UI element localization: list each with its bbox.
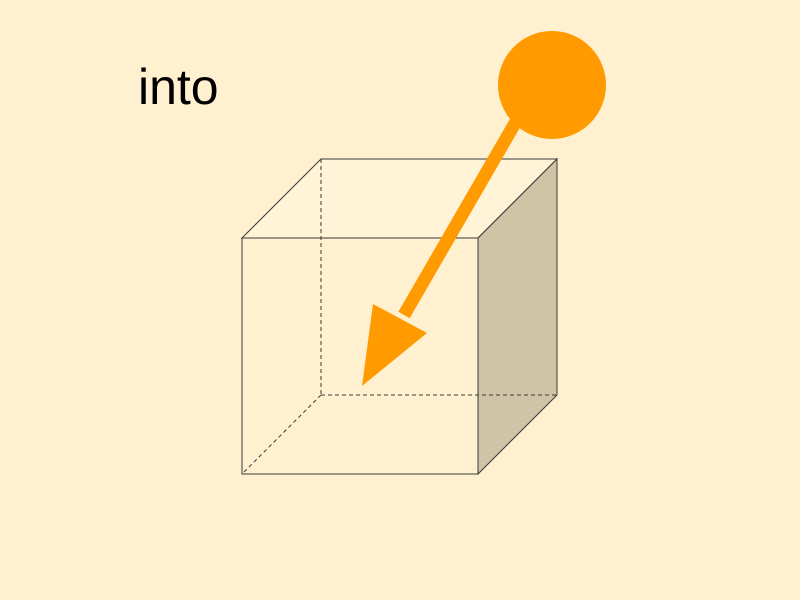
- cube-front-face: [241, 237, 479, 475]
- arrow-head-icon: [362, 304, 427, 386]
- arrow-shaft: [398, 114, 524, 319]
- preposition-word: into: [138, 59, 219, 115]
- movement-arrow: [362, 114, 524, 386]
- orange-ball: [498, 31, 606, 139]
- cube-hidden-edge-diagonal: [241, 394, 322, 475]
